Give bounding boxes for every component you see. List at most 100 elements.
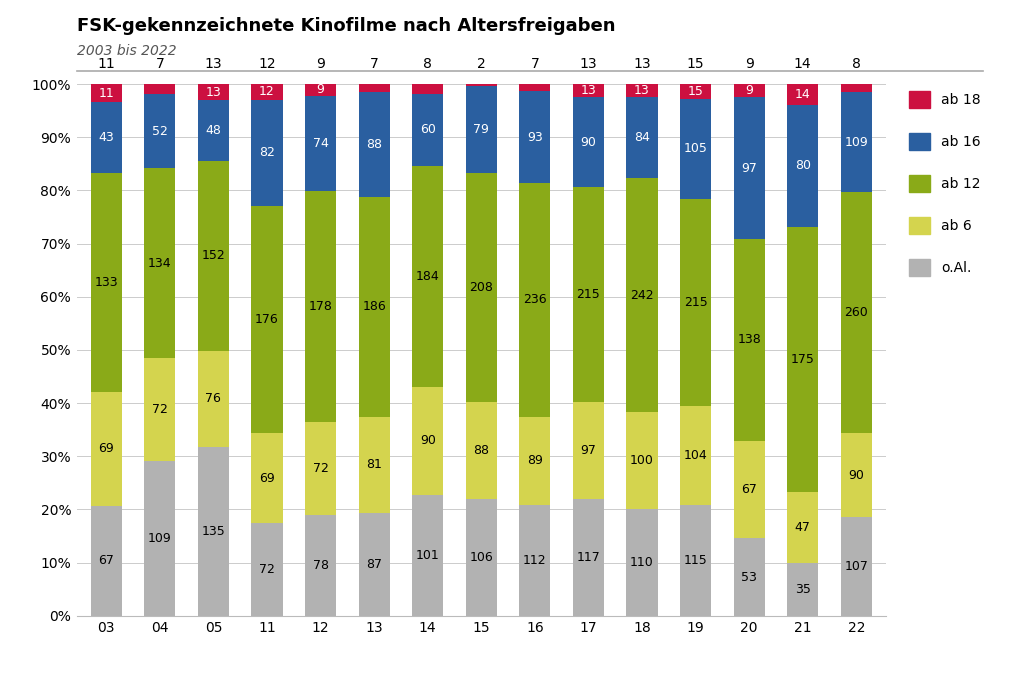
Bar: [144, 461, 175, 616]
Text: 117: 117: [577, 551, 600, 564]
Bar: [305, 515, 336, 616]
Bar: [572, 499, 604, 616]
Bar: [198, 161, 229, 351]
Text: 47: 47: [795, 521, 811, 534]
Bar: [305, 84, 336, 96]
Bar: [733, 538, 765, 616]
Text: 184: 184: [416, 270, 439, 283]
Text: 35: 35: [795, 583, 811, 596]
Text: 236: 236: [523, 293, 547, 306]
Bar: [841, 84, 871, 92]
Text: 7: 7: [156, 57, 164, 71]
Bar: [91, 392, 122, 505]
Text: 48: 48: [206, 124, 221, 137]
Bar: [413, 386, 443, 495]
Bar: [680, 505, 711, 616]
Text: 88: 88: [367, 138, 382, 151]
Bar: [358, 84, 390, 92]
Bar: [466, 402, 497, 499]
Text: 7: 7: [530, 57, 540, 71]
Text: 78: 78: [312, 559, 329, 572]
Text: 115: 115: [684, 554, 708, 567]
Bar: [198, 100, 229, 161]
Text: 215: 215: [684, 296, 708, 309]
Bar: [680, 84, 711, 98]
Text: 53: 53: [741, 571, 757, 583]
Text: 76: 76: [206, 392, 221, 405]
Bar: [252, 100, 283, 206]
Bar: [519, 505, 550, 616]
Text: 69: 69: [259, 472, 274, 485]
Text: 105: 105: [684, 143, 708, 155]
Text: 89: 89: [527, 454, 543, 467]
Text: 88: 88: [473, 444, 489, 457]
Bar: [519, 183, 550, 417]
Text: 69: 69: [98, 442, 114, 455]
Text: 13: 13: [633, 57, 651, 71]
Text: 12: 12: [258, 57, 275, 71]
Text: 13: 13: [581, 84, 596, 97]
Text: 9: 9: [745, 84, 753, 97]
Bar: [466, 173, 497, 402]
Text: 67: 67: [741, 483, 757, 496]
Bar: [627, 84, 657, 97]
Bar: [841, 517, 871, 616]
Text: 90: 90: [420, 434, 435, 447]
Bar: [144, 168, 175, 359]
Bar: [252, 84, 283, 100]
Bar: [733, 239, 765, 441]
Text: 80: 80: [795, 160, 811, 172]
Bar: [91, 505, 122, 616]
Bar: [680, 406, 711, 505]
Bar: [413, 495, 443, 616]
Bar: [680, 98, 711, 199]
Text: 104: 104: [684, 449, 708, 462]
Text: 133: 133: [94, 276, 118, 289]
Bar: [572, 84, 604, 97]
Bar: [413, 166, 443, 386]
Text: 72: 72: [152, 403, 168, 416]
Bar: [787, 227, 818, 491]
Text: 7: 7: [370, 57, 379, 71]
Bar: [733, 98, 765, 239]
Text: 110: 110: [630, 556, 654, 569]
Text: 60: 60: [420, 123, 435, 136]
Text: 82: 82: [259, 146, 274, 160]
Text: 138: 138: [737, 333, 761, 346]
Text: 215: 215: [577, 288, 600, 301]
Text: 12: 12: [259, 85, 274, 98]
Bar: [519, 84, 550, 91]
Bar: [358, 197, 390, 417]
Text: 43: 43: [98, 131, 114, 144]
Text: FSK-gekennzeichnete Kinofilme nach Altersfreigaben: FSK-gekennzeichnete Kinofilme nach Alter…: [77, 17, 615, 35]
Text: 106: 106: [469, 551, 494, 564]
Text: 152: 152: [202, 250, 225, 262]
Text: 208: 208: [469, 281, 494, 294]
Text: 112: 112: [523, 554, 547, 567]
Text: 74: 74: [312, 137, 329, 150]
Bar: [733, 84, 765, 98]
Text: 97: 97: [581, 444, 596, 457]
Bar: [91, 102, 122, 173]
Text: 87: 87: [367, 558, 382, 571]
Text: 101: 101: [416, 548, 439, 562]
Text: 135: 135: [202, 525, 225, 538]
Bar: [466, 84, 497, 86]
Bar: [519, 417, 550, 505]
Bar: [198, 446, 229, 616]
Text: 72: 72: [312, 462, 329, 475]
Bar: [787, 491, 818, 563]
Bar: [680, 199, 711, 406]
Text: 242: 242: [630, 289, 653, 302]
Bar: [733, 441, 765, 538]
Text: 9: 9: [744, 57, 754, 71]
Bar: [841, 192, 871, 433]
Text: 176: 176: [255, 313, 279, 326]
Text: 15: 15: [687, 57, 705, 71]
Text: 14: 14: [795, 88, 811, 101]
Bar: [198, 351, 229, 446]
Bar: [91, 173, 122, 392]
Text: 84: 84: [634, 131, 650, 144]
Bar: [198, 84, 229, 100]
Bar: [358, 417, 390, 513]
